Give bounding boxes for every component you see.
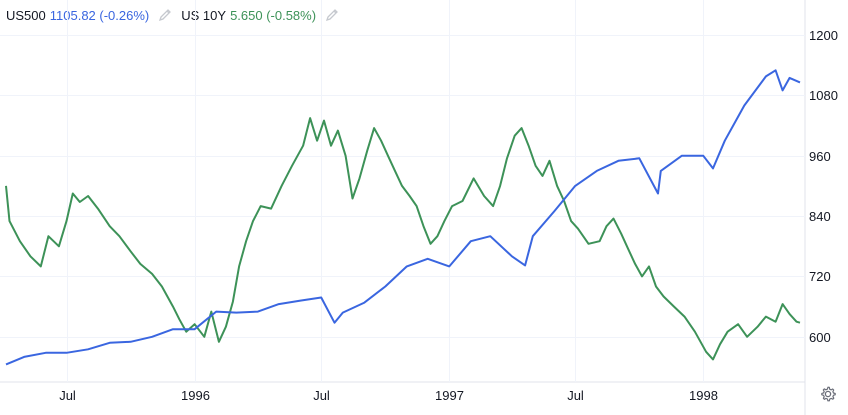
y-tick-label: 960 <box>809 149 831 164</box>
pencil-icon[interactable] <box>157 7 173 23</box>
legend-value-us500: 1105.82 (-0.26%) <box>49 7 150 23</box>
pencil-icon[interactable] <box>324 7 340 23</box>
y-axis: 1200 1080 960 840 720 600 <box>809 28 838 345</box>
x-tick-label: Jul <box>59 388 76 403</box>
legend-symbol-us500[interactable]: US500 <box>6 7 46 23</box>
x-tick-label: 1997 <box>435 388 464 403</box>
chart-series <box>5 69 801 366</box>
y-tick-label: 600 <box>809 330 831 345</box>
x-tick-label: 1998 <box>689 388 718 403</box>
x-tick-label: 1996 <box>181 388 210 403</box>
y-tick-label: 1080 <box>809 88 838 103</box>
legend: US500 1105.82 (-0.26%) US 10Y 5.650 (-0.… <box>6 5 348 25</box>
y-tick-label: 1200 <box>809 28 838 43</box>
y-tick-label: 720 <box>809 269 831 284</box>
legend-symbol-us10y[interactable]: US 10Y <box>181 7 227 23</box>
legend-value-us10y: 5.650 (-0.58%) <box>230 7 317 23</box>
series-line-us10y[interactable] <box>5 117 801 361</box>
y-tick-label: 840 <box>809 209 831 224</box>
series-line-us500[interactable] <box>5 69 801 366</box>
x-tick-label: Jul <box>313 388 330 403</box>
chart-grid <box>0 0 806 415</box>
gear-icon[interactable] <box>819 385 837 403</box>
x-axis: Jul 1996 Jul 1997 Jul 1998 <box>59 388 718 403</box>
x-tick-label: Jul <box>567 388 584 403</box>
